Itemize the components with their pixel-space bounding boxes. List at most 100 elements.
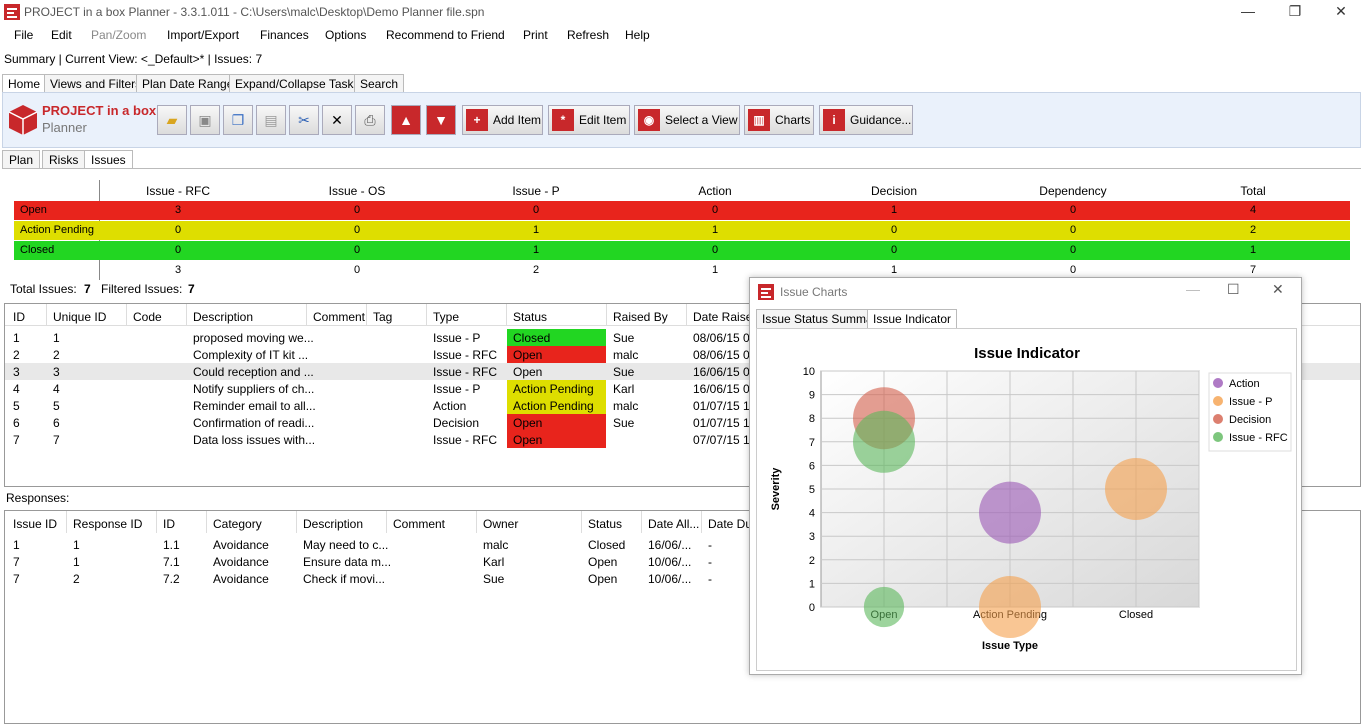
select-view-button[interactable]: ◉ Select a View bbox=[634, 105, 740, 135]
col-header[interactable]: Unique ID bbox=[53, 310, 107, 324]
col-header[interactable]: Response ID bbox=[73, 517, 143, 531]
charts-button[interactable]: ▥ Charts bbox=[744, 105, 814, 135]
col-header[interactable]: Code bbox=[133, 310, 162, 324]
status-cell-bg bbox=[507, 380, 606, 397]
summary-cell: 0 bbox=[711, 244, 719, 256]
cell-raised: Sue bbox=[613, 331, 635, 345]
cell-status: Open bbox=[513, 433, 543, 447]
table-row[interactable]: 1 1 proposed moving we... Issue - P Closed Su… bbox=[5, 329, 1360, 346]
cell-id: 4 bbox=[13, 382, 20, 396]
summary-cell: 0 bbox=[890, 224, 898, 236]
col-header[interactable]: Type bbox=[433, 310, 460, 324]
chart-minimize-button[interactable]: — bbox=[1186, 281, 1200, 297]
summary-row-action-pending[interactable]: Action Pending 0 0 1 1 0 0 2 bbox=[14, 221, 1350, 240]
menu-options[interactable]: Options bbox=[325, 28, 367, 42]
menu-print[interactable]: Print bbox=[523, 28, 548, 42]
bubble-issue-p bbox=[1105, 458, 1167, 520]
delete-button[interactable]: ✕ bbox=[322, 105, 352, 135]
col-header[interactable]: Comment bbox=[393, 517, 446, 531]
tab-search[interactable]: Search bbox=[354, 74, 405, 92]
bubble-issue-rfc bbox=[863, 586, 905, 628]
bubble-issue-rfc bbox=[853, 410, 915, 473]
col-header[interactable]: Date All... bbox=[648, 517, 700, 531]
cell-raised: malc bbox=[613, 348, 639, 362]
cell-uid: 5 bbox=[53, 399, 60, 413]
col-header[interactable]: Owner bbox=[483, 517, 519, 531]
restore-button[interactable]: ❐ bbox=[1288, 3, 1302, 19]
col-header[interactable]: Category bbox=[213, 517, 262, 531]
col-header[interactable]: Issue ID bbox=[13, 517, 58, 531]
tab-issues[interactable]: Issues bbox=[84, 150, 133, 168]
col-header[interactable]: Description bbox=[303, 517, 364, 531]
cell-id: 7.2 bbox=[163, 572, 180, 586]
bubble-action bbox=[979, 481, 1041, 544]
chart-maximize-button[interactable]: ☐ bbox=[1227, 281, 1240, 297]
col-header[interactable]: Status bbox=[513, 310, 548, 324]
y-tick-label: 9 bbox=[809, 390, 815, 402]
open-button[interactable]: ▰ bbox=[157, 105, 187, 135]
col-header[interactable]: Status bbox=[588, 517, 623, 531]
eye-icon: ◉ bbox=[638, 109, 660, 131]
print-button[interactable]: ⎙ bbox=[355, 105, 385, 135]
tab-risks[interactable]: Risks bbox=[42, 150, 86, 168]
tab-expand-collapse[interactable]: Expand/Collapse Tasks bbox=[229, 74, 366, 92]
cell-owner: Karl bbox=[483, 555, 505, 569]
move-down-button[interactable]: ▼ bbox=[426, 105, 456, 135]
col-header[interactable]: ID bbox=[13, 310, 25, 324]
summary-cell: 2 bbox=[1249, 224, 1257, 236]
chart-close-button[interactable]: ✕ bbox=[1272, 281, 1284, 297]
summary-cell: 0 bbox=[353, 244, 361, 256]
tab-plan[interactable]: Plan bbox=[2, 150, 41, 168]
cell-iid: 7 bbox=[13, 555, 20, 569]
summary-row-closed[interactable]: Closed 0 0 1 0 0 0 1 bbox=[14, 241, 1350, 260]
close-button[interactable]: ✕ bbox=[1335, 3, 1347, 19]
cell-date: 16/06/15 00 bbox=[693, 365, 757, 379]
issues-header: ID Unique ID Code Description Comment Ta… bbox=[5, 304, 1360, 326]
tab-plan-date-range[interactable]: Plan Date Range bbox=[136, 74, 240, 92]
summary-row-open[interactable]: Open 3 0 0 0 1 0 4 bbox=[14, 201, 1350, 220]
add-item-button[interactable]: + Add Item bbox=[462, 105, 543, 135]
tab-home[interactable]: Home bbox=[2, 74, 47, 93]
minimize-button[interactable]: — bbox=[1241, 3, 1255, 19]
menu-refresh[interactable]: Refresh bbox=[567, 28, 610, 42]
table-row[interactable]: 6 6 Confirmation of readi... Decision Open Su… bbox=[5, 414, 1360, 431]
col-header[interactable]: Raised By bbox=[613, 310, 668, 324]
cell-status: Action Pending bbox=[513, 399, 594, 413]
edit-item-button[interactable]: * Edit Item bbox=[548, 105, 630, 135]
menu-import-export[interactable]: Import/Export bbox=[167, 28, 240, 42]
menu-edit[interactable]: Edit bbox=[51, 28, 72, 42]
tab-views-filters[interactable]: Views and Filters bbox=[44, 74, 148, 92]
col-header[interactable]: Date Due bbox=[708, 517, 759, 531]
col-header[interactable]: ID bbox=[163, 517, 175, 531]
menu-help[interactable]: Help bbox=[625, 28, 650, 42]
table-row[interactable]: 2 2 Complexity of IT kit ... Issue - RFC Ope… bbox=[5, 346, 1360, 363]
cell-type: Issue - RFC bbox=[433, 433, 498, 447]
table-row[interactable]: 7 1 7.1 Avoidance Ensure data m... Karl Open 10… bbox=[5, 553, 1360, 570]
table-row[interactable]: 5 5 Reminder email to all... Action Action P… bbox=[5, 397, 1360, 414]
summary-cell: 0 bbox=[532, 204, 540, 216]
cut-button[interactable]: ✂ bbox=[289, 105, 319, 135]
move-up-button[interactable]: ▲ bbox=[391, 105, 421, 135]
filtered-issues-label: Filtered Issues: bbox=[101, 282, 183, 296]
save-button[interactable]: ▣ bbox=[190, 105, 220, 135]
menu-finances[interactable]: Finances bbox=[260, 28, 309, 42]
menu-file[interactable]: File bbox=[14, 28, 34, 42]
paste-button[interactable]: ▤ bbox=[256, 105, 286, 135]
filtered-issues-value: 7 bbox=[188, 282, 195, 296]
table-row[interactable]: 1 1 1.1 Avoidance May need to c... malc Closed… bbox=[5, 536, 1360, 553]
copy-button[interactable]: ❐ bbox=[223, 105, 253, 135]
menu-pan-zoom[interactable]: Pan/Zoom bbox=[91, 28, 147, 42]
table-row[interactable]: 7 2 7.2 Avoidance Check if movi... Sue Open 10/… bbox=[5, 570, 1360, 587]
tab-issue-status-summary[interactable]: Issue Status Summary bbox=[756, 309, 889, 328]
col-header[interactable]: Description bbox=[193, 310, 254, 324]
table-row[interactable]: 4 4 Notify suppliers of ch... Issue - P Acti… bbox=[5, 380, 1360, 397]
guidance-button[interactable]: i Guidance... bbox=[819, 105, 913, 135]
cell-desc: May need to c... bbox=[303, 538, 389, 552]
cell-status: Open bbox=[513, 365, 543, 379]
col-header[interactable]: Tag bbox=[373, 310, 393, 324]
tab-issue-indicator[interactable]: Issue Indicator bbox=[867, 309, 958, 328]
col-header[interactable]: Comment bbox=[313, 310, 366, 324]
col-header[interactable]: Date Raised bbox=[693, 310, 760, 324]
table-row[interactable]: 7 7 Data loss issues with... Issue - RFC Ope… bbox=[5, 431, 1360, 448]
menu-recommend[interactable]: Recommend to Friend bbox=[386, 28, 505, 42]
